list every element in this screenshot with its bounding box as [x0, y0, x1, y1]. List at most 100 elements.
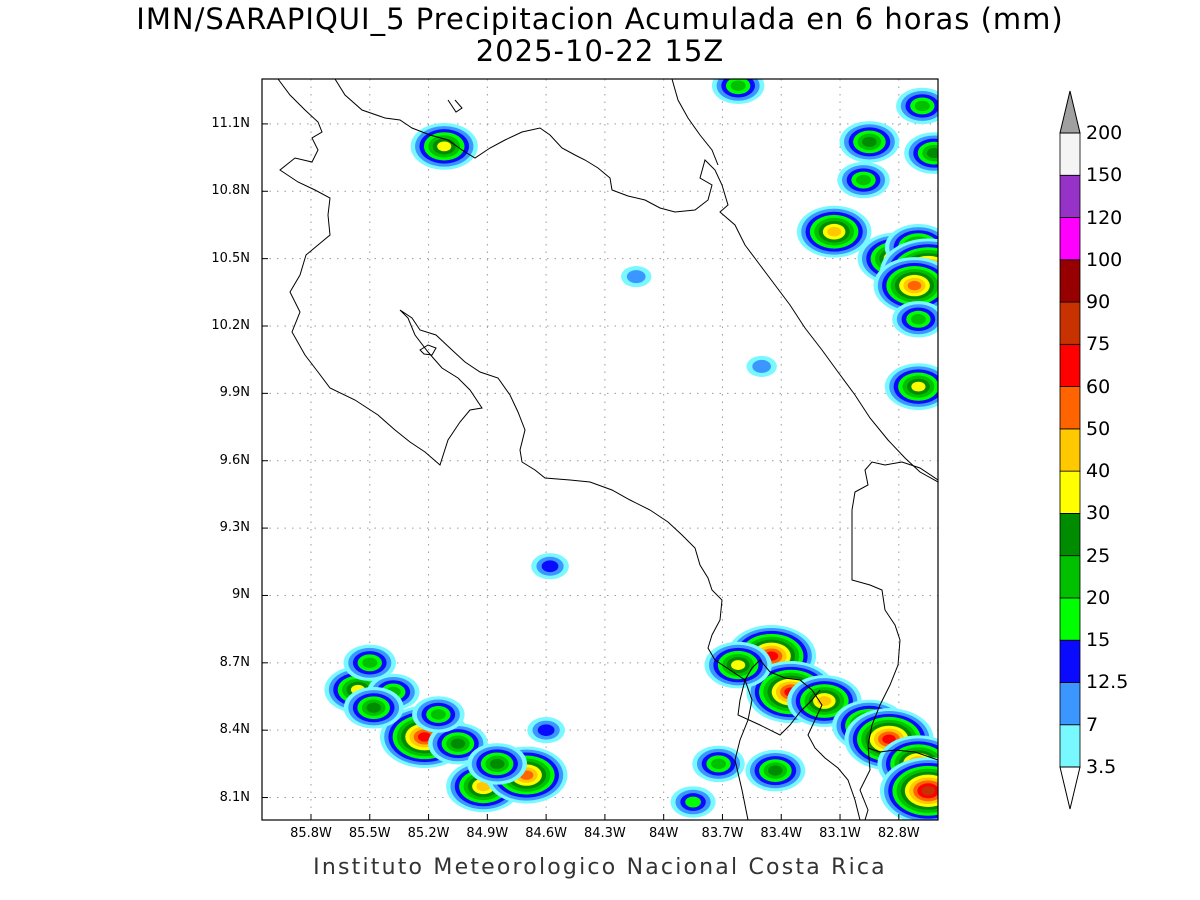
precip-cell	[621, 266, 652, 288]
precip-contour-band	[437, 141, 452, 152]
nicoya-small-lake	[419, 344, 437, 356]
precip-cell	[428, 722, 488, 765]
colorbar-label: 40	[1086, 460, 1111, 483]
colorbar-swatch	[1059, 132, 1081, 176]
colorbar-swatch	[1059, 639, 1081, 683]
panama-coast-south	[737, 659, 861, 820]
colorbar-label: 12.5	[1086, 671, 1129, 694]
lat-tick-label: 9N	[232, 587, 250, 603]
precip-cell	[410, 123, 478, 170]
colorbar-label: 3.5	[1086, 756, 1117, 778]
footer-institution: Instituto Meteorologico Nacional Costa R…	[313, 855, 887, 880]
lon-tick-label: 85.8W	[290, 826, 332, 841]
precip-cell	[796, 205, 872, 258]
precip-cell	[711, 79, 765, 104]
lon-tick-label: 84.9W	[466, 826, 509, 841]
precip-cell	[531, 553, 569, 580]
precip-cell	[745, 749, 806, 792]
precip-contour-band	[489, 758, 505, 769]
colorbar-swatch	[1059, 724, 1081, 768]
lat-tick-label: 9.9N	[219, 385, 250, 401]
colorbar-label: 100	[1086, 248, 1123, 271]
burica-peninsula	[867, 747, 938, 761]
lat-tick-label: 10.5N	[211, 250, 250, 266]
lon-tick-label: 82.8W	[877, 826, 920, 841]
precip-cell	[873, 257, 938, 315]
precip-contour-band	[711, 758, 727, 770]
colorbar-min-arrow	[1059, 766, 1081, 810]
lon-tick-label: 85.5W	[348, 826, 391, 841]
colorbar-label: 30	[1086, 502, 1111, 525]
panama-border	[851, 461, 938, 820]
precip-contour-band	[626, 270, 646, 284]
caribbean-coastline-north	[671, 79, 719, 166]
lon-tick-label: 85.2W	[407, 826, 450, 841]
precip-contour-band	[730, 80, 746, 91]
precip-contour-band	[910, 314, 926, 325]
precip-cell	[467, 743, 528, 785]
precip-contour-band	[541, 560, 559, 573]
precip-cell	[904, 132, 938, 174]
precip-contour-band	[537, 724, 555, 737]
colorbar-swatch	[1059, 555, 1081, 599]
precip-contour-band	[430, 709, 446, 720]
precip-contour-band	[827, 226, 842, 237]
precip-contour-band	[907, 280, 922, 291]
precip-cell	[527, 717, 565, 744]
colorbar-label: 60	[1086, 375, 1111, 398]
precip-contour-band	[752, 359, 771, 373]
precip-contour-band	[731, 660, 746, 670]
precip-contour-band	[768, 765, 783, 776]
lon-tick-label: 84W	[648, 826, 679, 841]
colorbar-swatch	[1059, 217, 1081, 261]
lat-tick-label: 11.1N	[211, 115, 250, 131]
lat-tick-label: 9.3N	[219, 520, 250, 536]
colorbar-swatch	[1059, 343, 1081, 388]
nicaragua-border	[447, 99, 463, 113]
precip-cell	[837, 161, 890, 199]
precip-cell	[704, 641, 772, 689]
colorbar-label: 25	[1086, 544, 1111, 567]
precip-contour-band	[450, 738, 466, 749]
precip-contour-band	[362, 657, 378, 669]
precip-contour-band	[685, 796, 701, 808]
precip-contour-band	[417, 732, 432, 742]
colorbar-swatch	[1059, 513, 1081, 557]
precip-cell	[343, 644, 396, 682]
precip-cell	[896, 87, 938, 125]
precip-contour-band	[911, 381, 926, 392]
lat-tick-label: 8.7N	[219, 654, 250, 670]
colorbar-label: 75	[1086, 333, 1111, 356]
colorbar-swatch	[1059, 470, 1081, 514]
lake-nicaragua-shore	[334, 79, 938, 483]
colorbar-label: 90	[1086, 291, 1111, 314]
precip-cell	[670, 786, 716, 818]
precip-contour-band	[856, 174, 872, 186]
colorbar-swatch	[1059, 428, 1081, 472]
chart-title: IMN/SARAPIQUI_5 Precipitacion Acumulada …	[136, 2, 1064, 36]
precip-contour-band	[882, 734, 896, 744]
colorbar-swatch	[1059, 386, 1081, 430]
colorbar-swatch	[1059, 301, 1081, 345]
lake-nicaragua-west	[334, 79, 335, 80]
colorbar-swatch	[1059, 174, 1081, 218]
lat-tick-label: 10.8N	[211, 183, 250, 199]
colorbar-label: 120	[1086, 206, 1123, 229]
axis-tick-marks	[262, 123, 900, 820]
pacific-coastline	[277, 79, 753, 820]
colorbar-label: 200	[1086, 122, 1123, 144]
precip-cell	[746, 355, 777, 377]
colorbar	[1059, 90, 1081, 810]
map-grid	[262, 79, 938, 820]
colorbar-label: 150	[1086, 164, 1123, 187]
lon-tick-label: 83.4W	[760, 826, 803, 841]
precip-cell	[839, 121, 900, 163]
chart-subtitle-datetime: 2025-10-22 15Z	[475, 34, 725, 68]
lat-tick-label: 9.6N	[219, 452, 250, 468]
map-frame	[261, 78, 939, 821]
lon-tick-label: 84.3W	[583, 826, 626, 841]
colorbar-swatch	[1059, 682, 1081, 726]
lon-tick-label: 83.1W	[819, 826, 861, 841]
precip-cell	[343, 686, 404, 729]
lon-tick-label: 84.6W	[525, 826, 568, 841]
